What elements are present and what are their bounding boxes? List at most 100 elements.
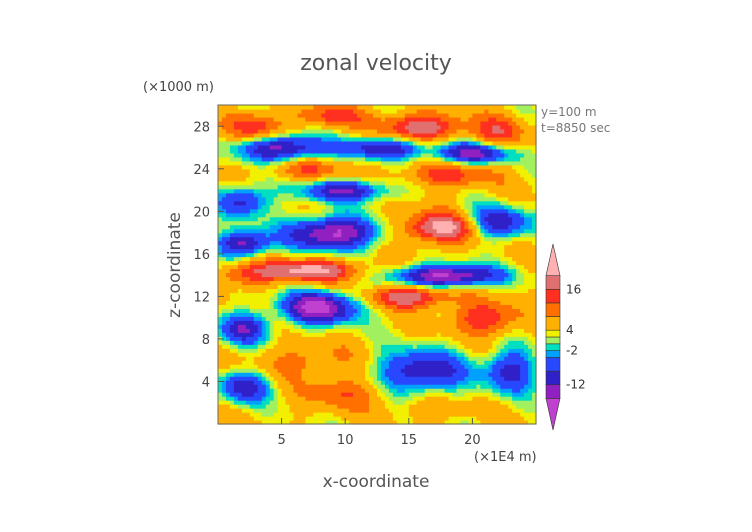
- field-cell: [293, 236, 299, 242]
- field-cell: [512, 412, 517, 417]
- field-cell: [253, 184, 259, 190]
- field-cell: [424, 204, 430, 210]
- field-cell: [305, 176, 311, 182]
- field-cell: [249, 408, 255, 413]
- field-cell: [229, 412, 235, 417]
- field-cell: [504, 296, 509, 301]
- field-cell: [388, 412, 394, 417]
- field-cell: [345, 252, 350, 258]
- field-cell: [444, 228, 450, 234]
- field-cell: [289, 172, 295, 178]
- field-cell: [472, 292, 477, 297]
- field-cell: [476, 420, 481, 425]
- field-cell: [373, 256, 378, 262]
- field-cell: [257, 344, 263, 349]
- field-cell: [309, 360, 315, 365]
- field-cell: [277, 352, 283, 357]
- field-cell: [361, 276, 366, 282]
- field-cell: [428, 352, 434, 357]
- field-cell: [373, 320, 378, 325]
- field-cell: [460, 372, 466, 377]
- field-cell: [392, 396, 398, 401]
- field-cell: [245, 372, 251, 377]
- field-cell: [353, 196, 358, 202]
- field-cell: [225, 392, 231, 397]
- field-cell: [404, 344, 410, 349]
- field-cell: [277, 208, 283, 214]
- field-cell: [361, 196, 366, 202]
- field-cell: [476, 344, 481, 349]
- field-cell: [337, 420, 342, 425]
- field-cell: [373, 420, 378, 425]
- field-cell: [321, 340, 326, 345]
- field-cell: [301, 356, 307, 361]
- field-cell: [452, 412, 458, 417]
- field-cell: [333, 248, 338, 254]
- field-cell: [532, 276, 537, 282]
- field-cell: [329, 324, 334, 329]
- field-cell: [249, 268, 255, 274]
- field-cell: [353, 200, 358, 206]
- field-cell: [416, 208, 422, 214]
- field-cell: [448, 412, 454, 417]
- field-cell: [496, 372, 501, 377]
- field-cell: [472, 184, 477, 190]
- field-cell: [301, 396, 307, 401]
- field-cell: [249, 192, 255, 198]
- field-cell: [420, 336, 426, 341]
- field-cell: [492, 352, 497, 357]
- field-cell: [512, 404, 517, 409]
- field-cell: [305, 320, 311, 325]
- field-cell: [452, 420, 458, 425]
- field-cell: [313, 332, 318, 337]
- field-cell: [269, 396, 275, 401]
- field-cell: [249, 236, 255, 242]
- field-cell: [341, 388, 346, 393]
- field-cell: [337, 192, 342, 198]
- field-cell: [452, 384, 458, 389]
- field-cell: [436, 308, 442, 313]
- field-cell: [261, 336, 267, 341]
- field-cell: [436, 304, 442, 309]
- field-cell: [432, 368, 438, 373]
- field-cell: [516, 372, 521, 377]
- field-cell: [392, 256, 398, 262]
- field-cell: [452, 312, 458, 317]
- field-cell: [504, 420, 509, 425]
- field-cell: [301, 220, 307, 226]
- field-cell: [285, 404, 291, 409]
- field-cell: [460, 276, 466, 282]
- field-cell: [532, 192, 537, 198]
- field-cell: [500, 300, 505, 305]
- field-cell: [265, 320, 271, 325]
- field-cell: [380, 320, 386, 325]
- field-cell: [448, 216, 454, 222]
- field-cell: [289, 408, 295, 413]
- field-cell: [436, 200, 442, 206]
- field-cell: [520, 392, 525, 397]
- field-cell: [476, 396, 481, 401]
- field-cell: [317, 244, 322, 250]
- field-cell: [528, 268, 533, 274]
- field-cell: [265, 204, 271, 210]
- field-cell: [532, 288, 537, 294]
- field-cell: [448, 236, 454, 242]
- field-cell: [488, 268, 493, 274]
- field-cell: [440, 356, 446, 361]
- field-cell: [269, 264, 275, 270]
- field-cell: [432, 284, 438, 290]
- field-cell: [500, 408, 505, 413]
- field-cell: [424, 340, 430, 345]
- field-cell: [424, 216, 430, 222]
- field-cell: [313, 232, 318, 238]
- field-cell: [349, 196, 354, 202]
- field-cell: [273, 304, 279, 309]
- field-cell: [528, 196, 533, 202]
- field-cell: [532, 280, 537, 286]
- field-cell: [408, 276, 414, 282]
- field-cell: [373, 216, 378, 222]
- field-cell: [285, 364, 291, 369]
- field-cell: [261, 408, 267, 413]
- field-cell: [448, 336, 454, 341]
- field-cell: [460, 288, 466, 294]
